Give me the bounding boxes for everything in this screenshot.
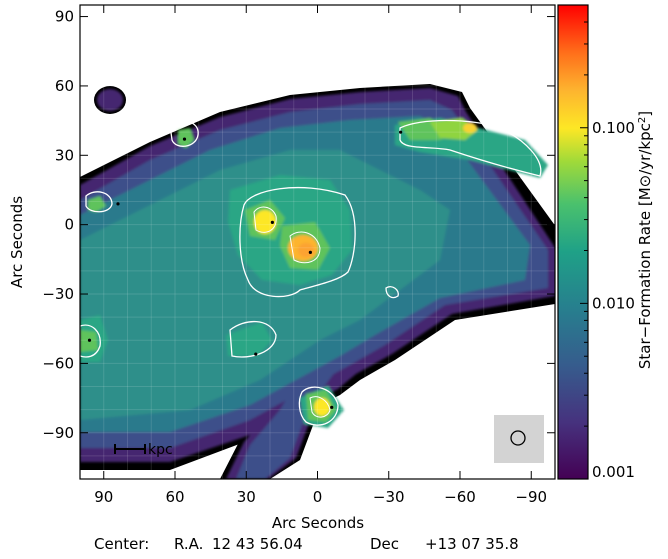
y-tick-label: −30 [42, 285, 74, 303]
peak-marker [182, 137, 187, 141]
peak-marker [330, 405, 334, 409]
colorbar-label: Star−Formation Rate [M⊙/yr/kpc2] [636, 111, 654, 369]
scale-bar: kpc [114, 442, 173, 458]
x-tick-label: −30 [373, 488, 405, 506]
dec-value: +13 07 35.8 [425, 535, 519, 553]
x-axis-ticks: 90 60 30 0 −30 −60 −90 [94, 5, 547, 506]
peak-marker [399, 130, 403, 134]
y-axis-ticks: 90 60 30 0 −30 −60 −90 [42, 8, 555, 442]
colorbar-tick-label: 0.001 [592, 463, 635, 481]
x-axis-label: Arc Seconds [272, 514, 364, 532]
colorbar: 0.001 0.010 0.100 Star−Formation Rate [M⊙/… [557, 4, 654, 481]
x-tick-label: 30 [237, 488, 256, 506]
peak-marker [87, 338, 92, 342]
peak-markers [87, 130, 403, 409]
y-tick-label: 0 [64, 216, 74, 234]
colorbar-tick-label: 0.010 [592, 294, 635, 312]
peak-marker [254, 352, 258, 356]
colorbar-gradient [558, 5, 588, 479]
peak-marker [116, 202, 120, 206]
center-label: Center: [94, 535, 149, 553]
y-tick-label: 60 [55, 77, 74, 95]
peak-marker [308, 250, 312, 255]
colorbar-tick-label: 0.100 [592, 119, 635, 137]
x-tick-label: −90 [515, 488, 547, 506]
peak-marker [270, 220, 274, 224]
x-tick-label: 0 [313, 488, 323, 506]
ra-value: 12 43 56.04 [212, 535, 303, 553]
x-tick-label: 90 [94, 488, 113, 506]
ra-label: R.A. [174, 535, 203, 553]
scale-bar-label: kpc [148, 442, 173, 458]
contour-lines [80, 119, 542, 426]
y-tick-label: −90 [42, 424, 74, 442]
y-tick-label: 30 [55, 146, 74, 164]
x-tick-label: 60 [165, 488, 184, 506]
y-tick-label: 90 [55, 8, 74, 26]
colorbar-ticks: 0.001 0.010 0.100 [580, 4, 635, 481]
dec-label: Dec [370, 535, 399, 553]
center-coordinates: Center: R.A. 12 43 56.04 Dec +13 07 35.8 [94, 535, 519, 553]
y-tick-label: −60 [42, 354, 74, 372]
heatmap-plot-area: kpc [80, 5, 555, 479]
x-tick-label: −60 [444, 488, 476, 506]
y-axis-label: Arc Seconds [8, 196, 26, 288]
grid-overlay [80, 5, 555, 479]
beam-circle-icon [510, 430, 526, 446]
beam-indicator [494, 415, 544, 463]
